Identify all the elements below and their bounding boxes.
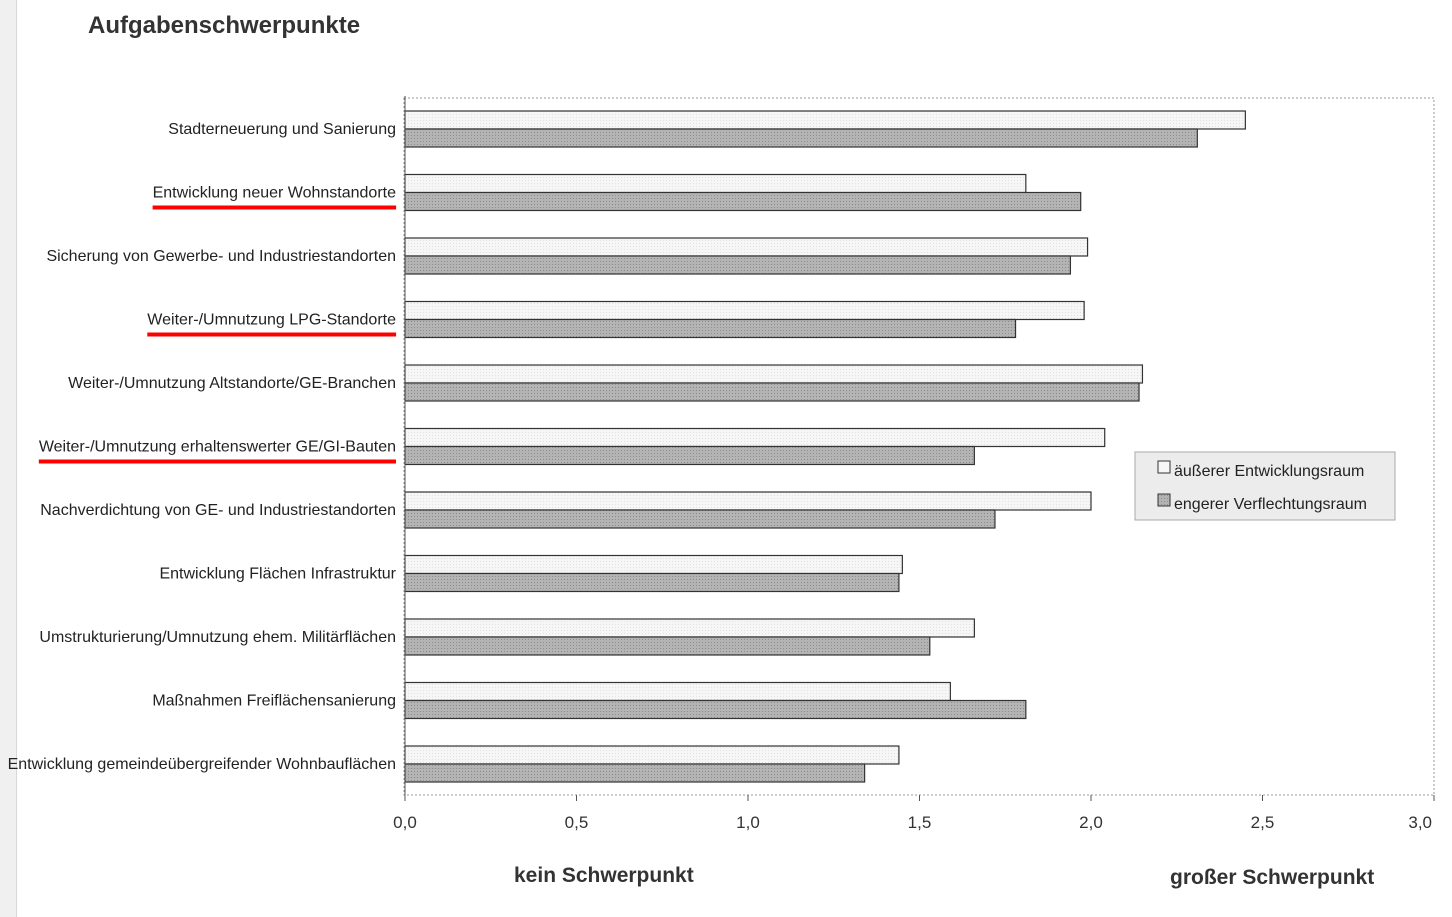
bar-series2-cat8 bbox=[404, 572, 900, 593]
bar-series2-cat1 bbox=[404, 128, 1198, 148]
bar-series1-cat11 bbox=[404, 745, 900, 765]
bar-series2-cat4 bbox=[404, 318, 1017, 339]
bar-series2-cat10 bbox=[404, 699, 1027, 720]
bar-series2-cat11 bbox=[404, 763, 866, 783]
legend-swatch-1 bbox=[1157, 460, 1171, 474]
page-edge bbox=[0, 0, 17, 917]
bar-series2-cat3 bbox=[404, 255, 1072, 275]
legend-label-2: engerer Verflechtungsraum bbox=[1174, 496, 1367, 513]
legend-swatch-2 bbox=[1157, 493, 1171, 507]
bar-series1-cat6 bbox=[404, 427, 1106, 448]
legend: äußerer Entwicklungsraum engerer Verflec… bbox=[1134, 451, 1396, 521]
legend-label-1: äußerer Entwicklungsraum bbox=[1174, 463, 1364, 480]
category-label: Entwicklung gemeindeübergreifender Wohnb… bbox=[8, 756, 396, 773]
highlight-underline bbox=[147, 332, 397, 337]
x-tick-label: 0,5 bbox=[565, 813, 589, 832]
category-label: Entwicklung neuer Wohnstandorte bbox=[153, 185, 397, 202]
bar-series1-cat9 bbox=[404, 618, 975, 638]
bar-series1-cat7 bbox=[404, 491, 1092, 511]
category-label: Umstrukturierung/Umnutzung ehem. Militär… bbox=[39, 629, 396, 646]
bottom-label-right: großer Schwerpunkt bbox=[1170, 866, 1375, 889]
bar-series1-cat4 bbox=[404, 300, 1085, 321]
bar-series1-cat10 bbox=[404, 681, 951, 702]
category-label: Stadterneuerung und Sanierung bbox=[168, 121, 396, 138]
bottom-label-left: kein Schwerpunkt bbox=[514, 864, 694, 887]
bar-series1-cat1 bbox=[404, 110, 1246, 130]
category-label: Maßnahmen Freiflächensanierung bbox=[152, 693, 396, 710]
category-label: Entwicklung Flächen Infrastruktur bbox=[159, 566, 396, 583]
highlight-underline bbox=[152, 205, 397, 210]
category-label: Nachverdichtung von GE- und Industriesta… bbox=[40, 502, 396, 519]
bar-series2-cat9 bbox=[404, 636, 931, 656]
legend-box bbox=[1134, 451, 1396, 521]
bar-series1-cat5 bbox=[404, 364, 1144, 384]
chart-title: Aufgabenschwerpunkte bbox=[88, 12, 361, 39]
category-label: Weiter-/Umnutzung erhaltenswerter GE/GI-… bbox=[39, 439, 396, 456]
x-tick-label: 3,0 bbox=[1408, 813, 1432, 832]
x-tick-label: 1,5 bbox=[908, 813, 932, 832]
bar-series1-cat2 bbox=[404, 173, 1027, 194]
bar-series2-cat5 bbox=[404, 382, 1140, 402]
bar-series2-cat7 bbox=[404, 509, 996, 529]
category-label: Weiter-/Umnutzung Altstandorte/GE-Branch… bbox=[68, 375, 396, 392]
x-tick-label: 1,0 bbox=[736, 813, 760, 832]
category-label: Weiter-/Umnutzung LPG-Standorte bbox=[147, 312, 396, 329]
bar-series1-cat8 bbox=[404, 554, 903, 575]
category-label: Sicherung von Gewerbe- und Industriestan… bbox=[46, 248, 396, 265]
bar-series2-cat2 bbox=[404, 191, 1082, 212]
bar-series1-cat3 bbox=[404, 237, 1089, 257]
x-tick-label: 0,0 bbox=[393, 813, 417, 832]
highlight-underline bbox=[38, 459, 396, 464]
bar-series2-cat6 bbox=[404, 445, 975, 466]
x-tick-label: 2,0 bbox=[1079, 813, 1103, 832]
x-tick-label: 2,5 bbox=[1251, 813, 1275, 832]
